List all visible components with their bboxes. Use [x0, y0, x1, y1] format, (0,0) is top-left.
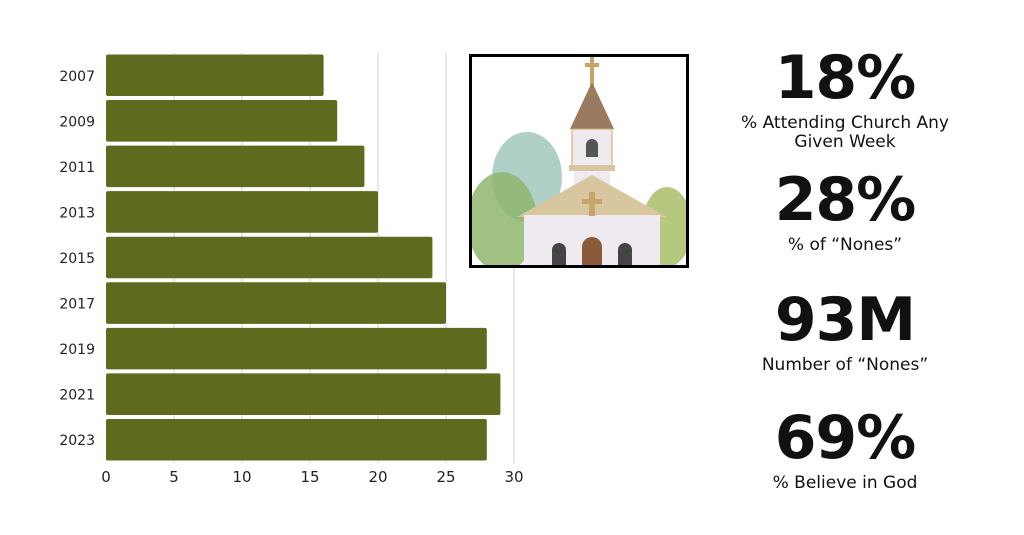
stat-label: Number of “Nones”	[761, 355, 929, 375]
x-tick-label: 25	[436, 468, 455, 486]
bar-2021	[106, 373, 501, 415]
x-tick-label: 0	[101, 468, 111, 486]
y-tick-label: 2011	[59, 160, 95, 176]
x-tick-label: 5	[169, 468, 179, 486]
stat-label: % Attending Church Any Given Week	[741, 113, 949, 152]
bar-2023	[106, 418, 487, 461]
bar-2011	[106, 145, 365, 188]
y-tick-label: 2013	[59, 205, 95, 221]
y-tick-label: 2019	[59, 342, 95, 358]
y-tick-label: 2017	[59, 297, 95, 313]
y-tick-label: 2015	[59, 251, 95, 267]
y-tick-label: 2009	[59, 114, 95, 130]
x-tick-label: 20	[368, 468, 387, 486]
stat-believe-god: 69% % Believe in God	[720, 402, 970, 493]
y-tick-label: 2007	[59, 69, 95, 85]
bar-2007	[106, 54, 324, 97]
stat-value: 18%	[774, 43, 917, 113]
bar-2015	[106, 236, 433, 279]
stat-value: 93M	[774, 285, 916, 355]
stat-value: 69%	[774, 403, 917, 473]
bar-2009	[106, 100, 338, 142]
bar-chart: 0 5 10 15 20 25 30 2007 2009 2011 2013 2015 2017 2019…	[59, 53, 524, 486]
y-tick-label: 2023	[59, 433, 95, 449]
y-tick-label: 2021	[59, 388, 95, 404]
x-tick-label: 30	[504, 468, 523, 486]
bar-2017	[106, 282, 446, 324]
stat-label: % of “Nones”	[787, 235, 903, 255]
stat-value: 28%	[774, 165, 917, 235]
stat-nones-count: 93M Number of “Nones”	[720, 284, 970, 375]
church-illustration	[469, 54, 689, 268]
bar-2019	[106, 327, 487, 370]
bar-2013	[106, 191, 378, 233]
x-tick-label: 10	[232, 468, 251, 486]
x-tick-label: 15	[300, 468, 319, 486]
stat-attending: 18% % Attending Church Any Given Week	[720, 42, 970, 152]
stat-label: % Believe in God	[772, 473, 918, 493]
stat-nones-percent: 28% % of “Nones”	[720, 164, 970, 255]
